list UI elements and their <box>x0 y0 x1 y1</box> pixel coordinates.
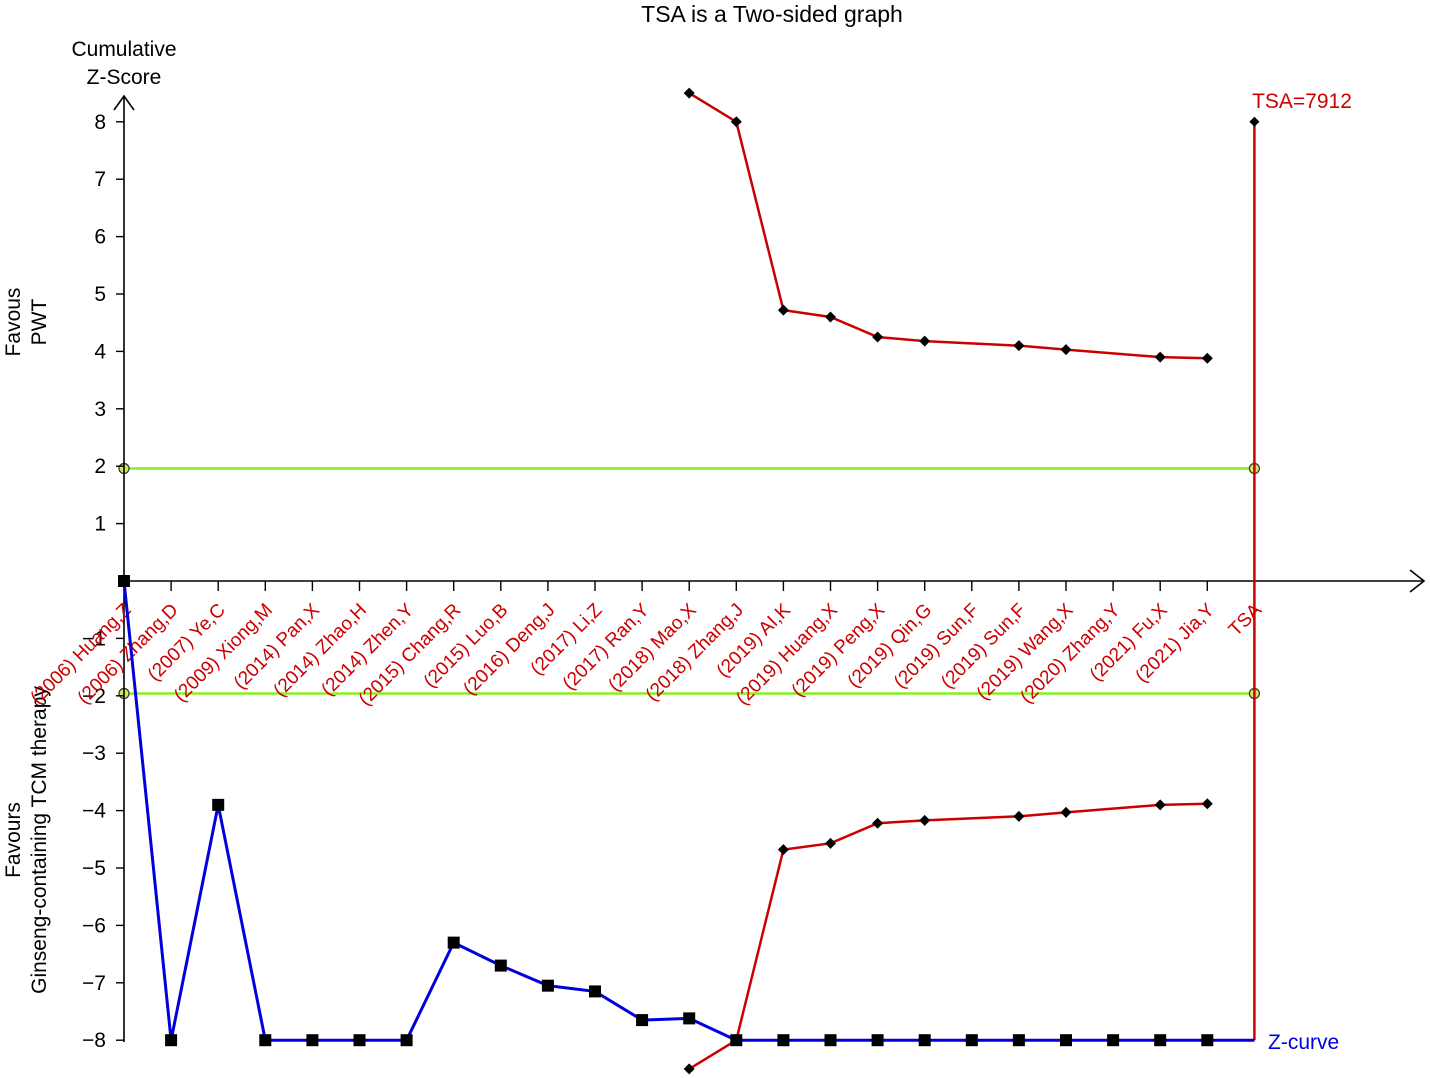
y-tick-label: 5 <box>94 283 106 306</box>
z-curve-point <box>494 959 507 972</box>
favours-lower-line1: Favours <box>2 802 25 878</box>
z-curve-point <box>212 798 225 811</box>
upper-monitoring-boundary-point <box>1013 340 1025 352</box>
y-tick-label: −5 <box>82 857 106 880</box>
tsa-top-marker <box>1249 116 1260 127</box>
y-tick-label: −7 <box>82 972 106 995</box>
z-curve-point <box>118 575 130 587</box>
z-curve-legend-label: Z-curve <box>1268 1031 1339 1054</box>
y-tick-label: 6 <box>94 226 106 249</box>
z-curve-point <box>165 1034 178 1047</box>
upper-monitoring-boundary-point <box>1154 351 1166 363</box>
lower-monitoring-boundary-point <box>683 1063 695 1075</box>
lower-monitoring-boundary-point <box>1154 799 1166 811</box>
upper-monitoring-boundary-point <box>1060 344 1072 356</box>
lower-monitoring-boundary-point <box>1013 810 1025 822</box>
lower-monitoring-boundary-point <box>825 837 836 849</box>
chart-title: TSA is a Two-sided graph <box>641 1 903 27</box>
z-curve-point <box>1012 1034 1025 1047</box>
upper-monitoring-boundary-point <box>872 331 884 343</box>
z-curve-point <box>400 1034 413 1047</box>
z-curve-point <box>777 1034 790 1047</box>
z-curve-point <box>259 1034 272 1047</box>
y-tick-label: −8 <box>82 1029 106 1052</box>
z-curve-point <box>589 985 601 998</box>
upper-monitoring-boundary-point <box>825 311 836 323</box>
y-tick-label: 4 <box>94 340 106 363</box>
z-curve-point <box>683 1012 696 1025</box>
lower-monitoring-boundary-point <box>777 844 789 856</box>
z-curve-point <box>447 936 460 949</box>
y-tick-label: −1 <box>82 627 106 650</box>
favours-lower-line2: Ginseng-containing TCM therapy <box>28 686 51 994</box>
z-curve-point <box>541 979 554 992</box>
y-tick-label: 3 <box>94 398 106 421</box>
z-curve-point <box>918 1034 931 1047</box>
y-axis-ticks: −8 −7 −6 −5 −4 −3 −2 −1 1 2 3 4 5 6 7 8 <box>82 111 124 1052</box>
z-curve-point <box>353 1034 366 1047</box>
tsa-label: TSA=7912 <box>1252 90 1352 113</box>
z-curve-point <box>824 1034 837 1047</box>
z-curve-point <box>871 1034 884 1047</box>
y-tick-label: 8 <box>94 111 106 134</box>
lower-monitoring-boundary-point <box>872 817 884 829</box>
y-axis-title-line2: Z-Score <box>87 66 162 89</box>
z-curve-point <box>965 1034 978 1047</box>
lower-monitoring-boundary-point <box>919 814 931 826</box>
x-study-label: TSA <box>1225 599 1266 640</box>
lower-monitoring-boundary-point <box>1201 798 1213 810</box>
upper-monitoring-boundary-point <box>1201 352 1213 364</box>
z-curve-point <box>730 1034 743 1047</box>
y-tick-label: 7 <box>94 168 106 191</box>
y-tick-label: 1 <box>94 513 106 536</box>
z-curve-point <box>1154 1034 1167 1047</box>
y-tick-label: 2 <box>94 455 106 478</box>
z-curve-point <box>1107 1034 1120 1047</box>
x-axis-arrow <box>1409 569 1426 593</box>
y-axis-title-line1: Cumulative <box>71 38 176 61</box>
y-tick-label: −6 <box>82 914 106 937</box>
upper-monitoring-boundary-point <box>777 304 789 316</box>
upper-monitoring-boundary-line <box>688 92 1208 360</box>
lower-monitoring-boundary-point <box>1060 806 1072 818</box>
y-tick-label: −3 <box>82 742 106 765</box>
axes <box>113 94 1426 1042</box>
z-curve-point <box>1201 1034 1214 1047</box>
y-axis-arrow <box>113 94 135 111</box>
favours-upper-line1: Favous <box>2 288 25 357</box>
upper-monitoring-boundary-point <box>683 87 695 99</box>
series-layer <box>118 87 1260 1075</box>
y-tick-label: −2 <box>82 685 106 708</box>
z-curve-point <box>636 1014 649 1027</box>
z-curve-point <box>306 1034 319 1047</box>
lower-monitoring-boundary-line <box>688 802 1208 1070</box>
x-axis-study-labels: (2006) Huang,Z(2006) Zhang,D(2007) Ye,C(… <box>27 581 1266 710</box>
y-tick-label: −4 <box>82 800 106 823</box>
upper-monitoring-boundary-point <box>919 335 931 347</box>
upper-monitoring-boundary-point <box>730 116 742 128</box>
favours-upper-line2: PWT <box>28 299 51 346</box>
z-curve-point <box>1060 1034 1072 1047</box>
